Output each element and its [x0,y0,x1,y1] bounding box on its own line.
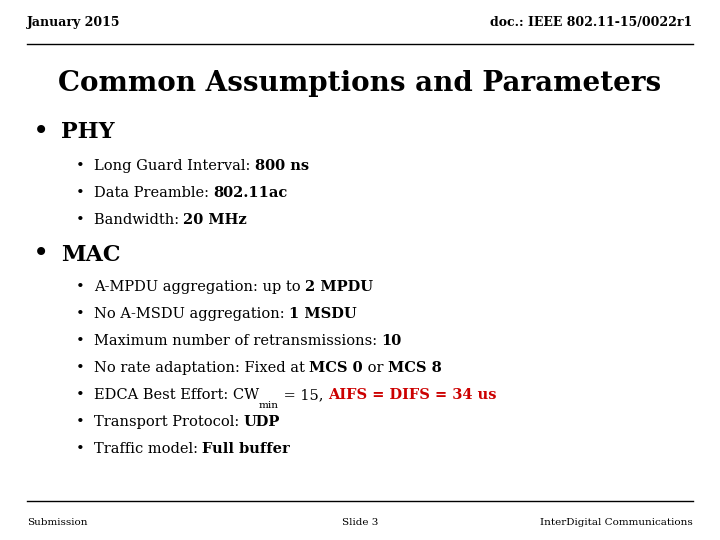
Text: Long Guard Interval:: Long Guard Interval: [94,159,255,173]
Text: •: • [76,442,84,456]
Text: 802.11ac: 802.11ac [213,186,287,200]
Text: 2 MPDU: 2 MPDU [305,280,373,294]
Text: 20 MHz: 20 MHz [184,213,247,227]
Text: MAC: MAC [61,244,121,266]
Text: AIFS = DIFS = 34 us: AIFS = DIFS = 34 us [328,388,496,402]
Text: doc.: IEEE 802.11-15/0022r1: doc.: IEEE 802.11-15/0022r1 [490,16,693,29]
Text: •: • [76,307,84,321]
Text: No rate adaptation: Fixed at: No rate adaptation: Fixed at [94,361,309,375]
Text: Maximum number of retransmissions:: Maximum number of retransmissions: [94,334,382,348]
Text: Common Assumptions and Parameters: Common Assumptions and Parameters [58,70,662,97]
Text: Data Preamble:: Data Preamble: [94,186,213,200]
Text: Traffic model:: Traffic model: [94,442,202,456]
Text: January 2015: January 2015 [27,16,121,29]
Text: •: • [76,159,84,173]
Text: 10: 10 [382,334,402,348]
Text: •: • [76,415,84,429]
Text: PHY: PHY [61,122,114,143]
Text: UDP: UDP [243,415,280,429]
Text: •: • [76,186,84,200]
Text: Transport Protocol:: Transport Protocol: [94,415,243,429]
Text: 1 MSDU: 1 MSDU [289,307,356,321]
Text: •: • [76,334,84,348]
Text: Submission: Submission [27,518,88,528]
Text: 800 ns: 800 ns [255,159,309,173]
Text: MCS 0: MCS 0 [309,361,363,375]
Text: •: • [76,280,84,294]
Text: •: • [76,361,84,375]
Text: •: • [32,241,49,268]
Text: MCS 8: MCS 8 [388,361,441,375]
Text: A-MPDU aggregation: up to: A-MPDU aggregation: up to [94,280,305,294]
Text: Bandwidth:: Bandwidth: [94,213,184,227]
Text: InterDigital Communications: InterDigital Communications [540,518,693,528]
Text: •: • [76,388,84,402]
Text: •: • [76,213,84,227]
Text: Full buffer: Full buffer [202,442,290,456]
Text: EDCA Best Effort: CW: EDCA Best Effort: CW [94,388,258,402]
Text: Slide 3: Slide 3 [342,518,378,528]
Text: or: or [363,361,388,375]
Text: No A-MSDU aggregation:: No A-MSDU aggregation: [94,307,289,321]
Text: = 15,: = 15, [279,388,328,402]
Text: min: min [258,401,279,409]
Text: •: • [32,119,49,146]
